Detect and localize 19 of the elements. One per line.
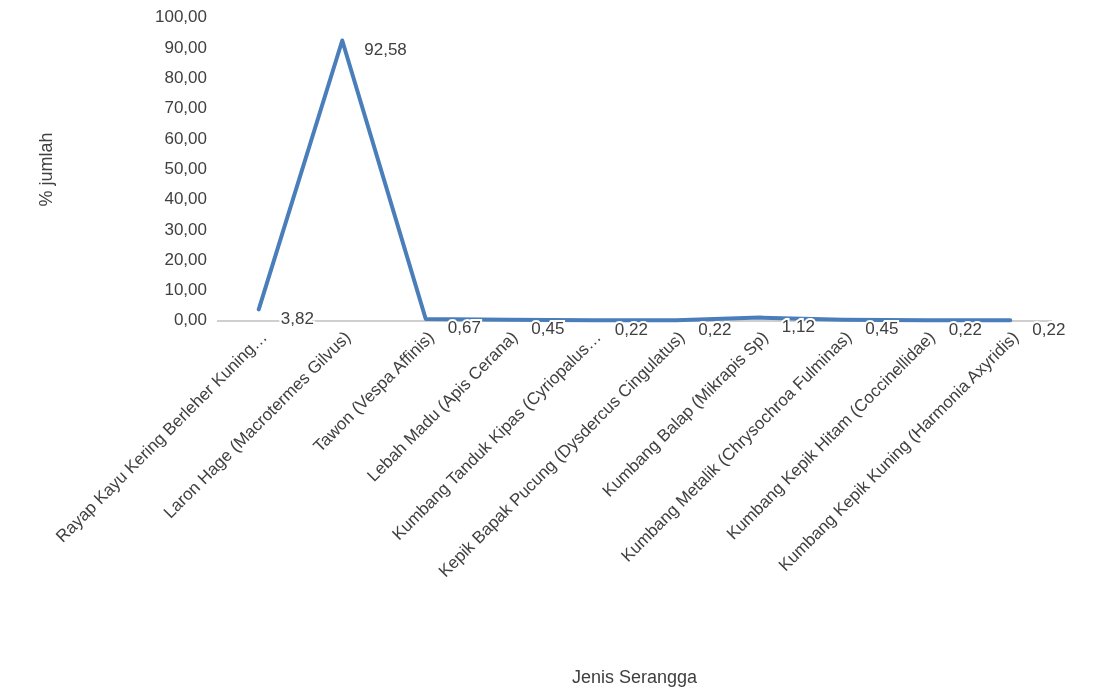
data-label: 0,22	[1032, 319, 1066, 339]
y-tick-label: 30,00	[164, 219, 207, 239]
y-tick-label: 80,00	[164, 68, 207, 88]
y-tick-label: 0,00	[173, 310, 207, 330]
data-label: 92,58	[364, 39, 407, 59]
x-axis-title: Jenis Serangga	[571, 667, 699, 687]
y-tick-label: 40,00	[164, 189, 207, 209]
data-label: 0,22	[698, 319, 732, 339]
y-tick-label: 60,00	[164, 128, 207, 148]
y-tick-label: 20,00	[164, 249, 207, 269]
data-label: 1,12	[781, 317, 815, 337]
y-tick-label: 50,00	[164, 158, 207, 178]
data-label: 3,82	[280, 308, 314, 328]
y-tick-label: 70,00	[164, 98, 207, 118]
y-tick-label: 100,00	[155, 7, 207, 27]
y-axis-title: % jumlah	[36, 132, 56, 207]
y-tick-label: 10,00	[164, 280, 207, 300]
y-tick-label: 90,00	[164, 37, 207, 57]
data-label: 0,45	[531, 319, 565, 339]
